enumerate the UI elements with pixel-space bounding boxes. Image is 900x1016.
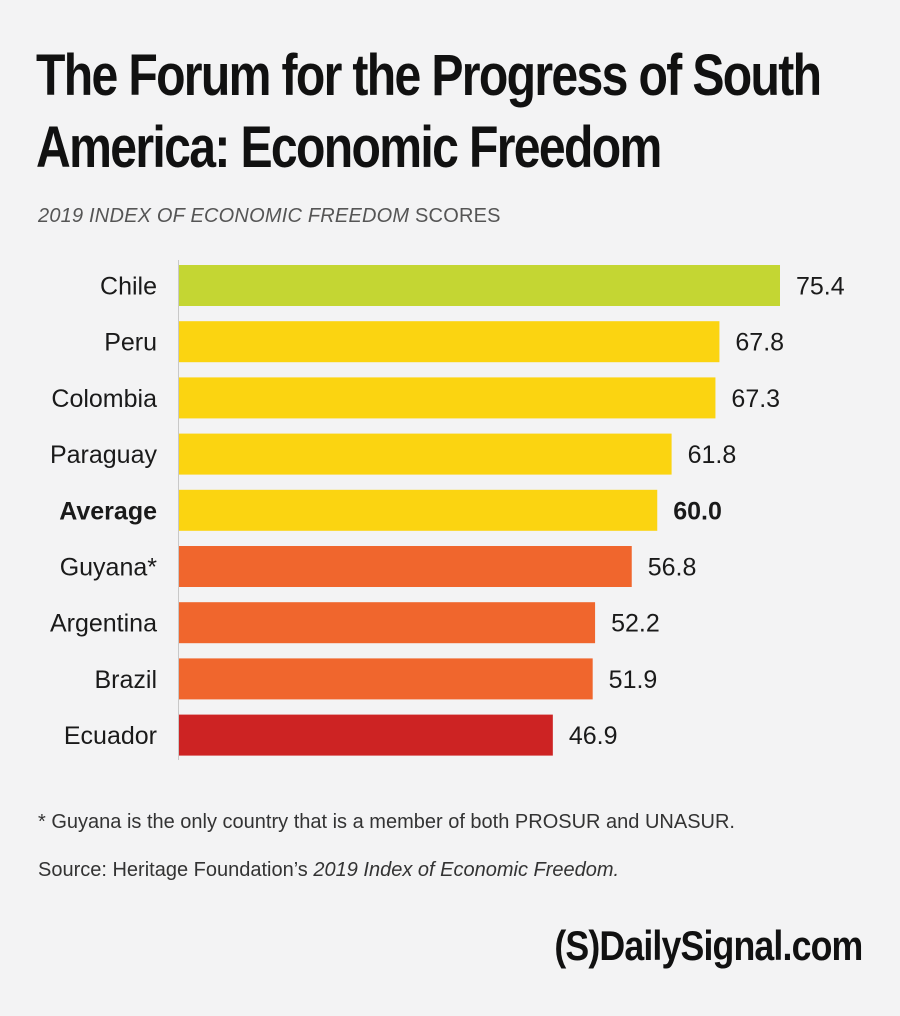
value-label: 51.9: [609, 666, 658, 694]
category-label: Paraguay: [50, 441, 158, 469]
bar: [179, 377, 716, 419]
bar: [179, 658, 593, 700]
category-label: Chile: [100, 273, 157, 301]
bar: [179, 489, 658, 531]
subtitle-index-name: 2019 INDEX OF ECONOMIC FREEDOM: [38, 205, 410, 227]
footnote: * Guyana is the only country that is a m…: [38, 811, 735, 833]
bar: [179, 265, 780, 306]
category-label: Brazil: [94, 666, 157, 694]
category-label: Ecuador: [64, 722, 157, 750]
source-title: 2019 Index of Economic Freedom.: [313, 859, 620, 881]
brand: (S)DailySignal.com: [500, 922, 863, 970]
bar: [179, 602, 596, 644]
category-label: Average: [59, 497, 157, 525]
dailysignal-logo: (S)DailySignal.com: [553, 922, 863, 969]
source-note: Source: Heritage Foundation’s 2019 Index…: [38, 859, 619, 882]
value-label: 46.9: [569, 722, 618, 750]
value-label: 75.4: [796, 273, 845, 301]
value-label: 61.8: [688, 441, 737, 469]
bar-chart: Chile 75.4 Peru 67.8 Colombia 67.3 Paraguay 61.…: [50, 260, 845, 760]
bar: [179, 714, 553, 756]
category-label: Colombia: [51, 385, 157, 413]
value-label: 56.8: [648, 554, 697, 582]
chart-subtitle: 2019 INDEX OF ECONOMIC FREEDOM SCORES: [38, 205, 501, 228]
chart-title: The Forum for the Progress of South Amer…: [36, 43, 822, 180]
value-label: 52.2: [611, 610, 660, 638]
category-label: Guyana*: [60, 554, 158, 582]
bar: [179, 546, 632, 587]
category-label: Argentina: [50, 610, 157, 638]
bar: [179, 321, 720, 363]
value-label: 67.8: [735, 329, 784, 357]
category-label: Peru: [104, 329, 157, 357]
bars-group: Chile 75.4 Peru 67.8 Colombia 67.3 Paraguay 61.…: [50, 265, 845, 756]
subtitle-scores: SCORES: [409, 205, 501, 227]
value-label: 67.3: [731, 385, 780, 413]
value-label: 60.0: [673, 497, 722, 525]
source-prefix: Source: Heritage Foundation’s: [38, 859, 314, 881]
bar: [179, 433, 672, 475]
